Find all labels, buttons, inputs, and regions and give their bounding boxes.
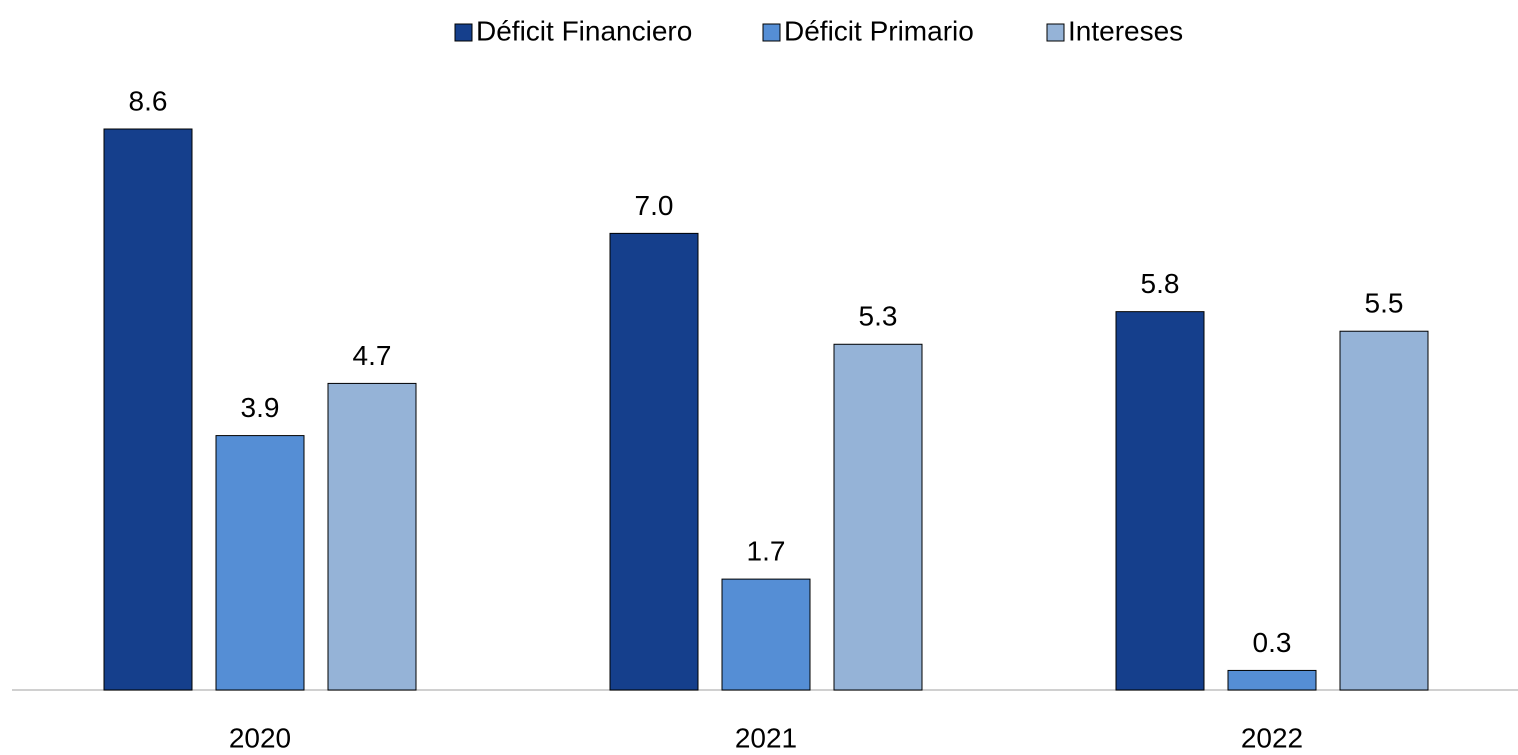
data-label: 4.7 [353,340,392,371]
legend-swatch [762,23,781,42]
legend-label: Déficit Primario [784,15,974,46]
x-tick-label: 2020 [229,722,291,753]
data-label: 5.3 [859,301,898,332]
bar [721,578,811,691]
data-label: 1.7 [747,535,786,566]
bar [327,382,417,691]
x-tick-label: 2021 [735,722,797,753]
legend-label: Intereses [1068,15,1183,46]
data-label: 5.8 [1141,268,1180,299]
bar [1115,311,1205,691]
bar [609,232,699,691]
bar [215,435,305,691]
data-label: 0.3 [1253,627,1292,658]
bar [1339,330,1429,691]
legend-label: Déficit Financiero [476,15,692,46]
data-label: 7.0 [635,190,674,221]
bar [833,343,923,691]
bar [103,128,193,691]
data-label: 3.9 [241,392,280,423]
legend-swatch [454,23,473,42]
x-tick-label: 2022 [1241,722,1303,753]
data-label: 5.5 [1365,288,1404,319]
bar [1227,669,1317,691]
data-label: 8.6 [129,85,168,116]
legend-swatch [1046,23,1065,42]
